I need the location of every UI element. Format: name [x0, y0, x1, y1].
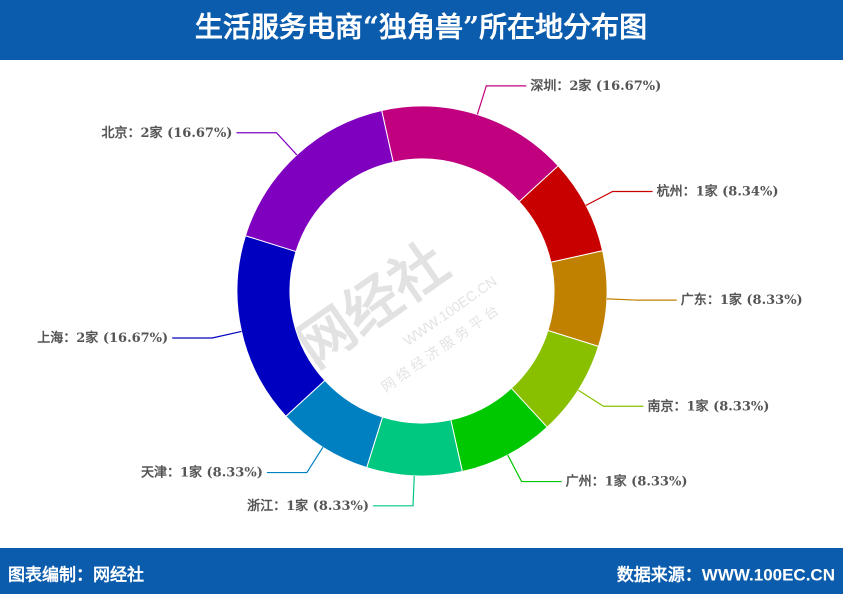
- value-label: ：1家 (8.33%): [592, 473, 688, 489]
- footer-bar: [0, 548, 843, 594]
- category-label: 北京: [102, 124, 128, 140]
- data-label: 上海：2家 (16.67%): [37, 329, 168, 345]
- category-label: 上海: [37, 329, 63, 345]
- category-label: 广州: [566, 473, 592, 489]
- data-label: 浙江：1家 (8.33%): [247, 497, 369, 513]
- category-label: 南京: [647, 398, 673, 414]
- slice: [366, 416, 463, 477]
- category-label: 广东: [681, 292, 707, 308]
- chart-title: 生活服务电商“独角兽”所在地分布图: [195, 11, 647, 44]
- value-label: ：2家 (16.67%): [128, 124, 233, 140]
- data-label: 南京：1家 (8.33%): [647, 398, 769, 414]
- leader-line: [606, 298, 677, 301]
- leader-line: [585, 190, 653, 206]
- leader-line: [172, 330, 242, 339]
- data-label: 深圳：2家 (16.67%): [530, 77, 661, 93]
- value-label: ：1家 (8.33%): [674, 398, 770, 414]
- category-label: 浙江: [247, 497, 273, 513]
- slice: [547, 250, 608, 348]
- value-label: ：2家 (16.67%): [556, 77, 661, 93]
- category-label: 天津: [141, 464, 167, 480]
- leader-line: [266, 446, 324, 474]
- data-label: 广东：1家 (8.33%): [681, 292, 803, 308]
- slice: [244, 109, 394, 253]
- footer-left: 图表编制：网经社: [8, 565, 144, 586]
- leader-line: [476, 85, 527, 115]
- value-label: ：1家 (8.33%): [707, 292, 803, 308]
- category-label: 杭州: [657, 183, 683, 199]
- leader-line: [373, 475, 415, 507]
- leader-line: [236, 132, 298, 156]
- value-label: ：1家 (8.33%): [167, 464, 263, 480]
- data-label: 广州：1家 (8.33%): [566, 473, 688, 489]
- value-label: ：1家 (8.33%): [273, 497, 369, 513]
- value-label: ：1家 (8.34%): [683, 183, 779, 199]
- category-label: 深圳: [530, 77, 556, 93]
- leader-line: [577, 389, 644, 407]
- data-label: 杭州：1家 (8.34%): [657, 183, 779, 199]
- leader-line: [507, 454, 562, 483]
- value-label: ：2家 (16.67%): [63, 329, 168, 345]
- data-label: 北京：2家 (16.67%): [102, 124, 233, 140]
- header-bar: [0, 0, 843, 60]
- footer-right: 数据来源：WWW.100EC.CN: [617, 564, 835, 584]
- data-label: 天津：1家 (8.33%): [141, 464, 263, 480]
